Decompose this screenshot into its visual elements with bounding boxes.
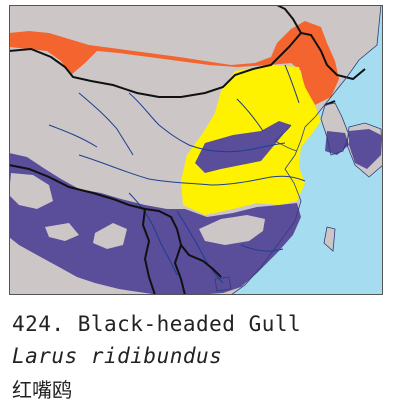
rivers <box>48 64 306 284</box>
winter-range-korea <box>325 131 349 155</box>
map-frame-border <box>9 5 383 295</box>
species-chinese-name: 红嘴鸥 <box>12 378 72 402</box>
species-number-and-name: 424. Black-headed Gull <box>12 312 301 336</box>
range-map <box>9 5 383 295</box>
species-number: 424. <box>12 312 65 336</box>
species-scientific-name: Larus ridibundus <box>12 344 223 368</box>
coastline <box>214 5 383 295</box>
winter-range-south <box>9 153 301 295</box>
species-common-name: Black-headed Gull <box>77 312 302 336</box>
winter-range-japan <box>349 129 381 169</box>
range-map-svg <box>9 5 383 295</box>
country-borders <box>9 5 366 295</box>
non-range-patch-west <box>45 223 79 241</box>
winter-range-central <box>195 121 291 173</box>
non-range-patch-southwest <box>93 223 127 249</box>
non-range-patch-south <box>199 215 265 245</box>
non-range-patch-tibet <box>9 173 53 209</box>
